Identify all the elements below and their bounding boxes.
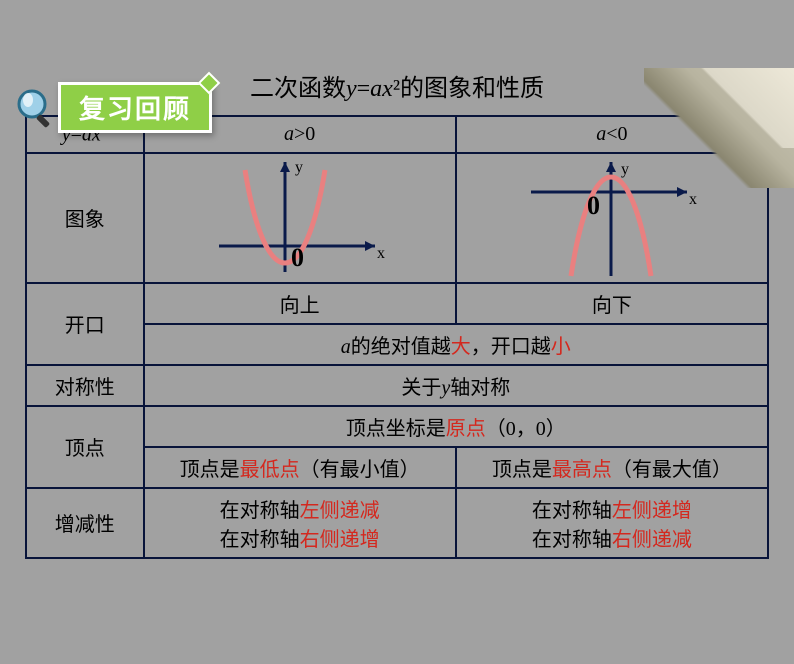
title-x: x [382, 76, 393, 102]
graph-label: 图象 [26, 153, 144, 283]
page-curl [644, 68, 794, 188]
axis-x-label: x [377, 245, 385, 262]
title-suffix: 的图象和性质 [400, 76, 544, 102]
symmetry-row: 对称性 关于y轴对称 [26, 365, 768, 406]
vertex-label: 顶点 [26, 406, 144, 488]
mono-row: 增减性 在对称轴左侧递减 在对称轴右侧递增 在对称轴左侧递增 在对称轴右侧递减 [26, 488, 768, 558]
origin-label: 0 [291, 243, 304, 272]
title-y: y [346, 76, 357, 102]
mono-negative: 在对称轴左侧递增 在对称轴右侧递减 [456, 488, 768, 558]
mono-label: 增减性 [26, 488, 144, 558]
badge-box: 复习回顾 [58, 82, 212, 133]
title-eq: = [357, 76, 371, 102]
opening-label: 开口 [26, 283, 144, 365]
vertex-origin: 顶点坐标是原点（0，0） [144, 406, 768, 447]
title-sup: ² [393, 76, 400, 102]
mono-positive: 在对称轴左侧递减 在对称轴右侧递增 [144, 488, 456, 558]
opening-up: 向上 [144, 283, 456, 324]
vertex-high: 顶点是最高点（有最大值） [456, 447, 768, 488]
symmetry-text: 关于y轴对称 [144, 365, 768, 406]
vertex-low: 顶点是最低点（有最小值） [144, 447, 456, 488]
magnifier-icon [12, 86, 56, 130]
opening-abs: a的绝对值越大，开口越小 [144, 324, 768, 365]
axis-x-label: x [689, 191, 697, 208]
axis-y-label: y [621, 161, 629, 178]
axis-y-label: y [295, 159, 303, 176]
review-badge: 复习回顾 [12, 82, 212, 133]
graph-up-parabola: x y 0 [144, 153, 456, 283]
origin-label: 0 [587, 191, 600, 220]
symmetry-label: 对称性 [26, 365, 144, 406]
vertex-row-1: 顶点 顶点坐标是原点（0，0） [26, 406, 768, 447]
opening-down: 向下 [456, 283, 768, 324]
title-a: a [370, 76, 382, 102]
title-prefix: 二次函数 [250, 76, 346, 102]
badge-label: 复习回顾 [79, 94, 191, 124]
opening-row: 开口 向上 向下 [26, 283, 768, 324]
